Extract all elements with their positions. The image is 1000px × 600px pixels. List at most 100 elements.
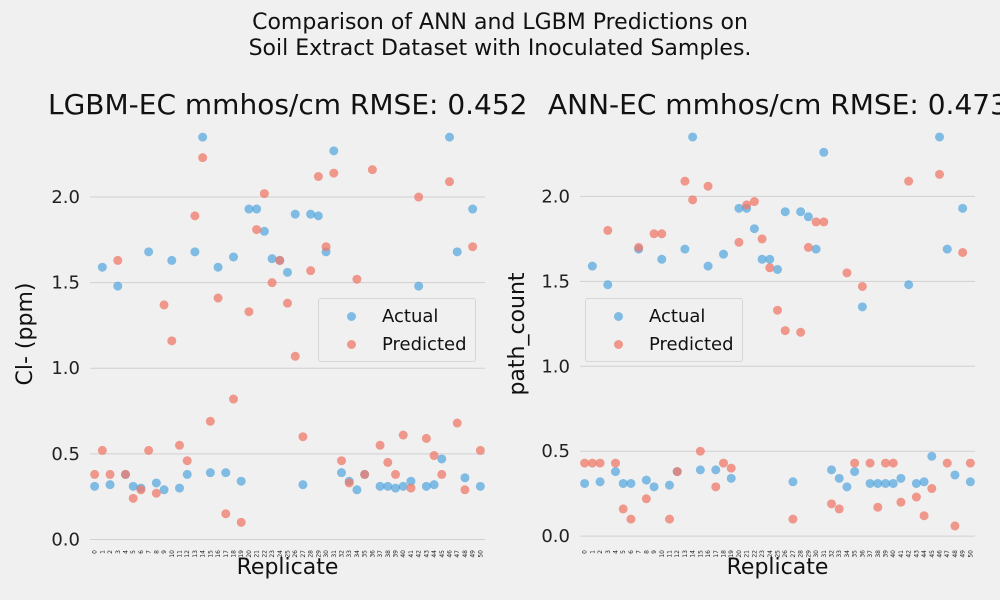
lgbm-actual-point [398,481,408,491]
lgbm-actual-point [90,481,100,491]
ann-actual-point [641,475,651,485]
lgbm-actual-point [244,204,254,214]
lgbm-predicted-point [383,457,393,467]
lgbm-x-tick-label: 17 [223,550,230,558]
lgbm-predicted-point [406,483,416,493]
ann-predicted-point [757,234,767,244]
lgbm-actual-point [221,468,231,478]
ann-predicted-point [881,458,891,468]
lgbm-actual-point [228,252,238,262]
ann-x-tick-label: 32 [829,550,836,558]
ann-predicted-point [718,458,728,468]
ann-y-tick-label: 0.0 [541,526,570,547]
lgbm-predicted-point [391,469,401,479]
lgbm-x-tick-label: 33 [346,550,353,558]
ann-predicted-point [796,327,806,337]
ann-x-tick-label: 38 [875,550,882,558]
ann-predicted-point [711,482,721,492]
lgbm-predicted-point [421,433,431,443]
lgbm-x-tick-label: 29 [315,550,322,558]
ann-x-tick-label: 41 [898,550,905,558]
lgbm-predicted-point [221,509,231,519]
lgbm-actual-point [174,483,184,493]
ann-x-tick-label: 3 [605,550,612,554]
lgbm-x-tick-label: 32 [339,550,346,558]
ann-actual-point [587,261,597,271]
lgbm-actual-point [468,204,478,214]
lgbm-actual-point [198,132,208,142]
ann-x-tick-label: 23 [759,550,766,558]
ann-x-tick-label: 11 [666,550,673,558]
ann-actual-point [850,467,860,477]
lgbm-predicted-point [105,469,115,479]
ann-predicted-point [850,458,860,468]
ann-actual-point [664,480,674,490]
ann-actual-point [703,261,713,271]
lgbm-x-tick-label: 47 [454,550,461,558]
ann-x-tick-label: 36 [859,550,866,558]
lgbm-actual-point [445,132,455,142]
ann-predicted-point [811,217,821,227]
lgbm-actual-point [352,485,362,495]
ann-actual-point [881,478,891,488]
lgbm-predicted-point [167,336,177,346]
ann-x-tick-label: 16 [705,550,712,558]
lgbm-predicted-point [290,351,300,361]
lgbm-x-tick-label: 19 [238,550,245,558]
actual-marker-icon [347,311,356,321]
ann-actual-point [857,302,867,312]
ann-actual-point [842,482,852,492]
lgbm-x-tick-label: 23 [269,550,276,558]
lgbm-predicted-point [375,440,385,450]
ann-panel-title: ANN-EC mmhos/cm RMSE: 0.473 [548,88,1000,121]
ann-actual-point [726,473,736,483]
ann-predicted-point [896,497,906,507]
lgbm-x-tick-label: 8 [153,550,160,554]
lgbm-actual-point [236,476,246,486]
ann-x-tick-label: 40 [890,550,897,558]
ann-predicted-point [695,446,705,456]
lgbm-predicted-point [228,394,238,404]
ann-actual-point [919,477,929,487]
ann-actual-point [935,132,945,142]
lgbm-predicted-point [151,488,161,498]
lgbm-x-tick-label: 4 [122,550,129,554]
ann-predicted-point [649,229,659,239]
ann-x-tick-label: 31 [821,550,828,558]
lgbm-actual-point [375,481,385,491]
lgbm-actual-point [391,483,401,493]
lgbm-actual-point [414,281,424,291]
lgbm-x-tick-label: 34 [354,550,361,558]
ann-predicted-point [641,494,651,504]
ann-x-tick-label: 22 [751,550,758,558]
ann-actual-point [811,244,821,254]
ann-x-tick-label: 5 [620,550,627,554]
ann-predicted-point [672,467,682,477]
ann-actual-point [603,280,613,290]
lgbm-actual-point [460,473,470,483]
ann-predicted-point [626,514,636,524]
ann-x-tick-label: 15 [697,550,704,558]
ann-actual-point [649,482,659,492]
ann-x-tick-label: 2 [597,550,604,554]
lgbm-predicted-point [352,274,362,284]
lgbm-x-tick-label: 38 [385,550,392,558]
ann-actual-point [610,467,620,477]
ann-x-tick-label: 29 [805,550,812,558]
ann-x-tick-label: 10 [659,550,666,558]
lgbm-x-tick-label: 21 [254,550,261,558]
ann-actual-point [796,207,806,217]
ann-y-tick-label: 2.0 [541,186,570,207]
lgbm-actual-point [475,481,485,491]
lgbm-predicted-point [213,293,223,303]
lgbm-x-tick-label: 37 [377,550,384,558]
ann-actual-point [896,473,906,483]
ann-predicted-point [888,458,898,468]
lgbm-predicted-point [120,469,130,479]
ann-x-tick-label: 44 [921,550,928,558]
lgbm-predicted-point [437,469,447,479]
lgbm-predicted-point [205,416,215,426]
lgbm-actual-point [213,262,223,272]
ann-predicted-point [873,502,883,512]
